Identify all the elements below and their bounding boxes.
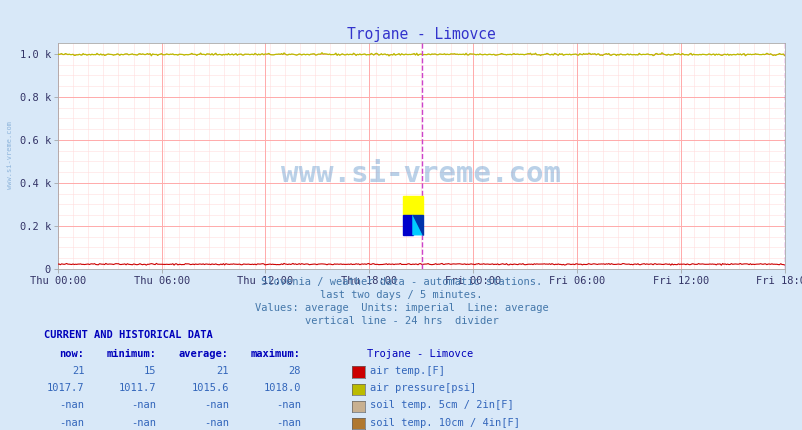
Text: 1017.7: 1017.7 — [47, 383, 84, 393]
Text: 28: 28 — [288, 366, 301, 376]
Text: soil temp. 10cm / 4in[F]: soil temp. 10cm / 4in[F] — [370, 418, 520, 428]
Text: Trojane - Limovce: Trojane - Limovce — [367, 349, 472, 359]
Text: average:: average: — [179, 349, 229, 359]
Text: maximum:: maximum: — [251, 349, 301, 359]
Polygon shape — [412, 215, 423, 235]
Text: 15: 15 — [144, 366, 156, 376]
Text: -nan: -nan — [132, 400, 156, 411]
Text: CURRENT AND HISTORICAL DATA: CURRENT AND HISTORICAL DATA — [44, 329, 213, 340]
Title: Trojane - Limovce: Trojane - Limovce — [346, 27, 495, 42]
Text: -nan: -nan — [276, 418, 301, 428]
Text: Slovenia / weather data - automatic stations.: Slovenia / weather data - automatic stat… — [261, 277, 541, 287]
Text: last two days / 5 minutes.: last two days / 5 minutes. — [320, 290, 482, 300]
Text: -nan: -nan — [59, 418, 84, 428]
Text: minimum:: minimum: — [107, 349, 156, 359]
Bar — [403, 215, 412, 235]
Text: -nan: -nan — [276, 400, 301, 411]
Polygon shape — [412, 215, 423, 235]
Text: -nan: -nan — [204, 418, 229, 428]
Text: soil temp. 5cm / 2in[F]: soil temp. 5cm / 2in[F] — [370, 400, 513, 411]
Text: 21: 21 — [216, 366, 229, 376]
Bar — [403, 196, 423, 215]
Text: 1011.7: 1011.7 — [119, 383, 156, 393]
Text: -nan: -nan — [204, 400, 229, 411]
Text: www.si-vreme.com: www.si-vreme.com — [281, 160, 561, 188]
Text: www.si-vreme.com: www.si-vreme.com — [7, 121, 14, 189]
Text: Values: average  Units: imperial  Line: average: Values: average Units: imperial Line: av… — [254, 303, 548, 313]
Text: air pressure[psi]: air pressure[psi] — [370, 383, 476, 393]
Text: -nan: -nan — [132, 418, 156, 428]
Text: 1015.6: 1015.6 — [191, 383, 229, 393]
Text: vertical line - 24 hrs  divider: vertical line - 24 hrs divider — [304, 316, 498, 326]
Text: -nan: -nan — [59, 400, 84, 411]
Text: 1018.0: 1018.0 — [263, 383, 301, 393]
Text: 21: 21 — [71, 366, 84, 376]
Text: air temp.[F]: air temp.[F] — [370, 366, 444, 376]
Text: now:: now: — [59, 349, 84, 359]
